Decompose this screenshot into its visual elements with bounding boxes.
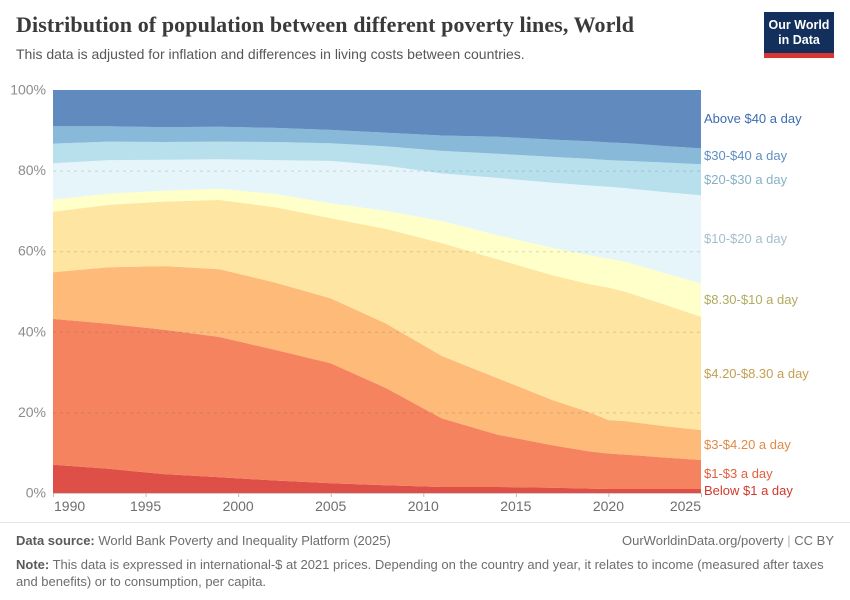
x-tick-label-2010: 2010 xyxy=(408,498,439,514)
owid-logo-red-bar xyxy=(764,53,834,58)
area-band-4-20-8-30-a-day[interactable] xyxy=(53,200,701,431)
legend-label-30-40-a-day[interactable]: $30-$40 a day xyxy=(704,148,788,164)
area-band-8-30-10-a-day[interactable] xyxy=(53,188,701,317)
legend-label-10-20-a-day[interactable]: $10-$20 a day xyxy=(704,231,788,247)
x-tick-label-1990: 1990 xyxy=(54,498,85,514)
chart-footer: Data source: World Bank Poverty and Ineq… xyxy=(0,522,850,590)
legend-label-below-1-a-day[interactable]: Below $1 a day xyxy=(704,482,793,498)
data-source-label: Data source: xyxy=(16,533,95,548)
footer-note-text: This data is expressed in international-… xyxy=(16,557,824,589)
data-source: Data source: World Bank Poverty and Ineq… xyxy=(16,532,391,549)
y-tick-label-20: 20% xyxy=(18,404,46,420)
series-legend: Below $1 a day $1-$3 a day $3-$4.20 a day $… xyxy=(704,111,809,498)
x-tick-label-2025: 2025 xyxy=(670,498,701,514)
area-band-20-30-a-day[interactable] xyxy=(53,141,701,196)
page-title: Distribution of population between diffe… xyxy=(16,12,635,37)
y-tick-label-60: 60% xyxy=(18,243,46,259)
legend-label-20-30-a-day[interactable]: $20-$30 a day xyxy=(704,171,788,187)
owid-logo-box: Our World in Data xyxy=(764,12,834,53)
legend-label-1-3-a-day[interactable]: $1-$3 a day xyxy=(704,466,773,482)
data-source-text: World Bank Poverty and Inequality Platfo… xyxy=(98,533,391,548)
area-band-1-3-a-day[interactable] xyxy=(53,318,701,489)
legend-label-4-20-8-30-a-day[interactable]: $4.20-$8.30 a day xyxy=(704,365,809,381)
x-tick-label-2005: 2005 xyxy=(315,498,346,514)
chart-subtitle: This data is adjusted for inflation and … xyxy=(16,46,525,62)
license-label[interactable]: CC BY xyxy=(794,533,834,548)
legend-label-3-4-20-a-day[interactable]: $3-$4.20 a day xyxy=(704,437,791,453)
chart-header: Distribution of population between diffe… xyxy=(16,10,750,63)
area-band-below-1-a-day[interactable] xyxy=(53,464,701,493)
y-tick-label-40: 40% xyxy=(18,323,46,339)
owid-link[interactable]: OurWorldinData.org/poverty xyxy=(622,533,784,548)
footer-attribution[interactable]: OurWorldinData.org/poverty | CC BY xyxy=(622,533,834,548)
area-band-3-4-20-a-day[interactable] xyxy=(53,266,701,460)
area-band-10-20-a-day[interactable] xyxy=(53,159,701,284)
y-tick-label-100: 100% xyxy=(10,82,46,98)
area-band-above-40-a-day[interactable] xyxy=(53,90,701,149)
y-tick-label-0: 0% xyxy=(26,485,46,501)
owid-logo[interactable]: Our World in Data xyxy=(764,12,834,58)
x-tick-label-1995: 1995 xyxy=(130,498,161,514)
x-tick-label-2015: 2015 xyxy=(500,498,531,514)
legend-label-8-30-10-a-day[interactable]: $8.30-$10 a day xyxy=(704,292,798,308)
x-tick-label-2020: 2020 xyxy=(593,498,624,514)
legend-label-above-40-a-day[interactable]: Above $40 a day xyxy=(704,111,802,127)
area-band-30-40-a-day[interactable] xyxy=(53,126,701,165)
stacked-area-chart[interactable]: 1990 1995 2000 2005 2010 2015 2020 2025 0% 20% 40%… xyxy=(0,0,850,530)
footer-note-label: Note: xyxy=(16,557,50,572)
owid-logo-line2: in Data xyxy=(778,33,820,47)
y-tick-label-80: 80% xyxy=(18,162,46,178)
footer-note: Note: This data is expressed in internat… xyxy=(16,556,834,590)
owid-logo-line1: Our World xyxy=(768,18,830,32)
x-tick-label-2000: 2000 xyxy=(223,498,254,514)
